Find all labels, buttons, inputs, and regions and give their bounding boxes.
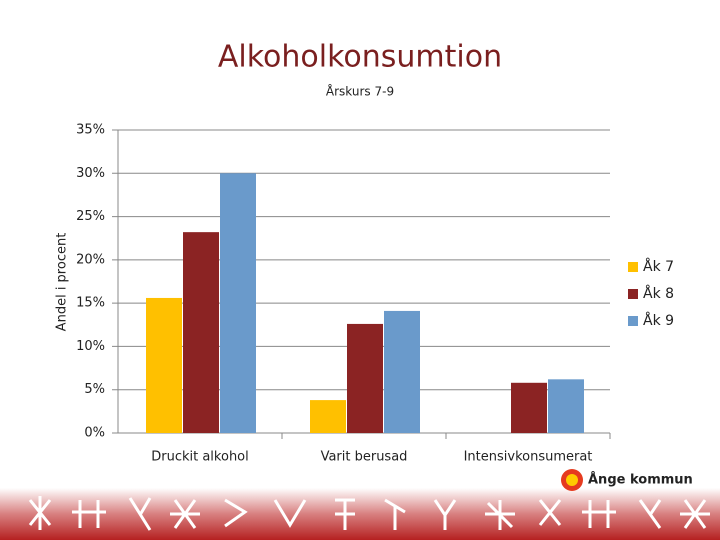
legend-label: Åk 7 <box>643 258 674 275</box>
bar <box>146 297 182 433</box>
y-axis-label: Andel i procent <box>55 233 70 332</box>
footer-band <box>0 488 720 540</box>
y-tick-label: 35% <box>76 123 105 138</box>
chart-subtitle: Årskurs 7-9 <box>326 84 394 99</box>
x-tick-label: Varit berusad <box>321 450 408 465</box>
legend-label: Åk 9 <box>643 312 674 329</box>
x-tick-label: Intensivkonsumerat <box>464 450 593 465</box>
y-tick-label: 25% <box>76 209 105 224</box>
chart-title: Alkoholkonsumtion <box>218 40 502 75</box>
logo-icon-inner <box>566 474 578 486</box>
bar <box>511 382 547 433</box>
bar <box>183 232 219 433</box>
y-tick-label: 0% <box>84 426 105 441</box>
legend-swatch <box>628 289 638 299</box>
legend-label: Åk 8 <box>643 285 674 302</box>
bar <box>347 323 383 433</box>
bar <box>310 400 346 433</box>
x-tick-label: Druckit alkohol <box>151 450 249 465</box>
y-tick-label: 30% <box>76 166 105 181</box>
legend-swatch <box>628 316 638 326</box>
footer-ornament <box>28 496 710 531</box>
bar <box>548 379 584 433</box>
legend-swatch <box>628 262 638 272</box>
y-tick-label: 10% <box>76 339 105 354</box>
bar <box>384 310 420 433</box>
y-tick-label: 15% <box>76 296 105 311</box>
y-tick-label: 5% <box>84 382 105 397</box>
logo-text: Ånge kommun <box>588 472 693 488</box>
y-tick-label: 20% <box>76 252 105 267</box>
bar <box>220 173 256 434</box>
